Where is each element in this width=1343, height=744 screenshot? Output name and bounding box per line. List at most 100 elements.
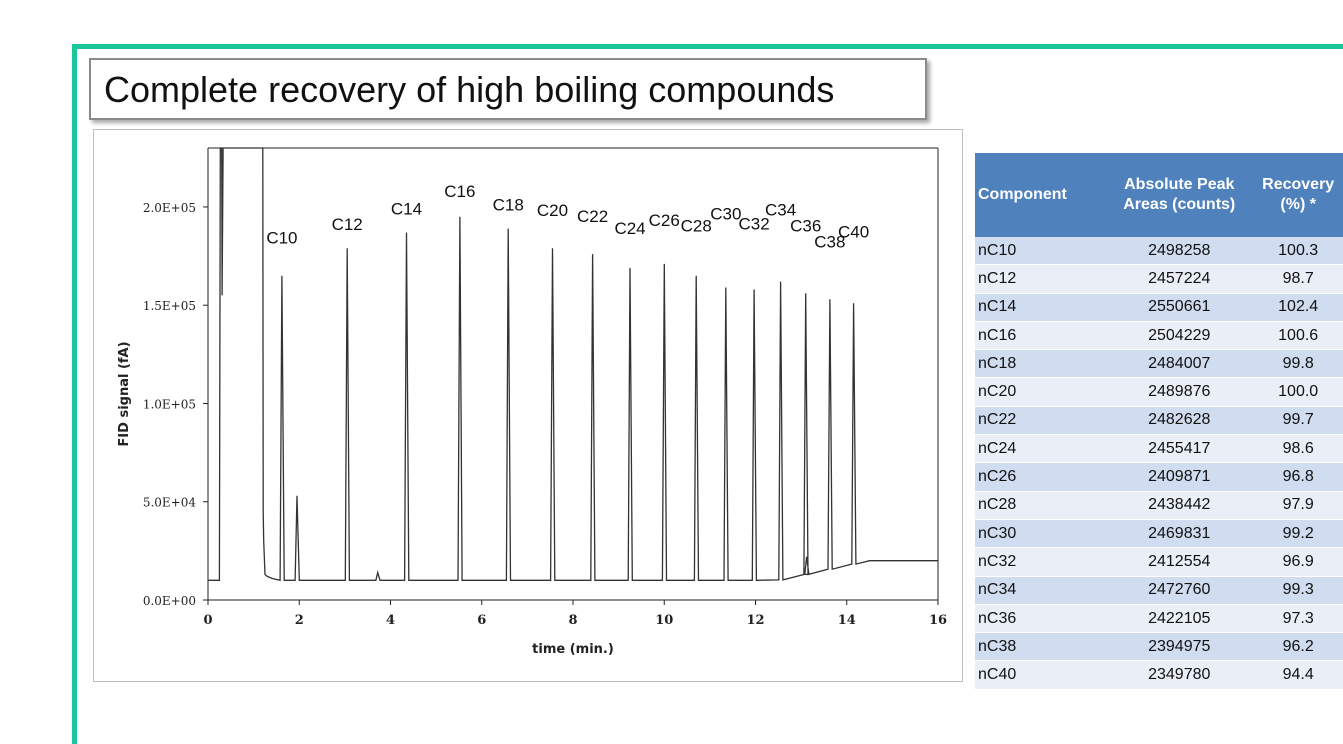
- cell-peak-area: 2412554: [1105, 547, 1254, 577]
- cell-peak-area: 2455417: [1105, 434, 1254, 464]
- x-tick-label: 12: [746, 613, 764, 628]
- table-row: nC24 2455417 98.6: [975, 434, 1343, 464]
- table-row: nC28 2438442 97.9: [975, 491, 1343, 520]
- cell-peak-area: 2482628: [1105, 406, 1254, 436]
- header-component: Component: [975, 153, 1106, 237]
- table-row: nC40 2349780 94.4: [975, 660, 1343, 690]
- cell-peak-area: 2472760: [1105, 576, 1254, 605]
- title-box: Complete recovery of high boiling compou…: [89, 58, 927, 120]
- peak-label: C24: [614, 219, 645, 238]
- peak-label: C40: [838, 222, 869, 241]
- x-axis-label: time (min.): [532, 642, 614, 657]
- recovery-table: Component Absolute Peak Areas (counts) R…: [975, 153, 1343, 690]
- y-tick-label: 1.5E+05: [143, 299, 196, 313]
- cell-peak-area: 2504229: [1105, 321, 1254, 351]
- table-row: nC10 2498258 100.3: [975, 237, 1343, 266]
- peak-label: C34: [765, 201, 796, 220]
- cell-recovery: 96.2: [1253, 632, 1343, 662]
- x-tick-label: 10: [655, 613, 673, 628]
- cell-recovery: 100.3: [1253, 237, 1343, 266]
- cell-component: nC30: [975, 519, 1106, 549]
- cell-peak-area: 2438442: [1105, 491, 1254, 520]
- chromatogram-chart: 0 2 4 6 8 10 12 14 16 0.0E+00 5.0E+04 1.0E+05 1.5E+0…: [117, 147, 947, 657]
- cell-peak-area: 2550661: [1105, 293, 1254, 322]
- cell-recovery: 98.6: [1253, 434, 1343, 464]
- cell-peak-area: 2489876: [1105, 377, 1254, 407]
- peak-label: C12: [332, 215, 363, 234]
- table-row: nC38 2394975 96.2: [975, 632, 1343, 662]
- y-axis-label: FID signal (fA): [117, 341, 132, 446]
- peak-label: C14: [391, 200, 422, 219]
- x-tick-label: 4: [386, 613, 395, 628]
- cell-component: nC18: [975, 349, 1106, 379]
- table-row: nC16 2504229 100.6: [975, 321, 1343, 351]
- chromatogram-trace: [208, 147, 938, 582]
- peak-label: C30: [710, 205, 741, 224]
- peak-label: C26: [649, 211, 680, 230]
- cell-component: nC24: [975, 434, 1106, 464]
- table-row: nC26 2409871 96.8: [975, 462, 1343, 492]
- cell-recovery: 96.9: [1253, 547, 1343, 577]
- cell-component: nC32: [975, 547, 1106, 577]
- peak-label: C18: [493, 196, 524, 215]
- peak-label: C22: [577, 207, 608, 226]
- cell-component: nC12: [975, 264, 1106, 294]
- table-body: nC10 2498258 100.3 nC12 2457224 98.7 nC14 25506…: [975, 237, 1343, 690]
- table-row: nC18 2484007 99.8: [975, 349, 1343, 379]
- table-row: nC34 2472760 99.3: [975, 576, 1343, 605]
- cell-recovery: 98.7: [1253, 264, 1343, 294]
- cell-recovery: 99.2: [1253, 519, 1343, 549]
- table-row: nC32 2412554 96.9: [975, 547, 1343, 577]
- cell-recovery: 94.4: [1253, 660, 1343, 690]
- table-header-row: Component Absolute Peak Areas (counts) R…: [975, 153, 1343, 237]
- peak-label: C36: [790, 216, 821, 235]
- cell-peak-area: 2469831: [1105, 519, 1254, 549]
- peak-label: C10: [266, 229, 297, 248]
- y-tick-label: 1.0E+05: [143, 397, 196, 411]
- table-row: nC14 2550661 102.4: [975, 293, 1343, 322]
- cell-peak-area: 2422105: [1105, 604, 1254, 634]
- table-row: nC20 2489876 100.0: [975, 377, 1343, 407]
- cell-peak-area: 2409871: [1105, 462, 1254, 492]
- cell-recovery: 99.7: [1253, 406, 1343, 436]
- x-tick-label: 14: [838, 613, 856, 628]
- cell-component: nC16: [975, 321, 1106, 351]
- x-tick-label: 2: [295, 613, 304, 628]
- slide-frame: [72, 44, 1343, 744]
- cell-recovery: 97.9: [1253, 491, 1343, 520]
- cell-recovery: 96.8: [1253, 462, 1343, 492]
- header-recovery: Recovery (%) *: [1253, 153, 1343, 237]
- x-tick-label: 8: [568, 613, 577, 628]
- cell-component: nC34: [975, 576, 1106, 605]
- cell-recovery: 100.6: [1253, 321, 1343, 351]
- header-peak-areas: Absolute Peak Areas (counts): [1105, 153, 1254, 237]
- cell-component: nC22: [975, 406, 1106, 436]
- cell-peak-area: 2394975: [1105, 632, 1254, 662]
- x-tick-label: 0: [203, 613, 212, 628]
- cell-recovery: 99.8: [1253, 349, 1343, 379]
- cell-component: nC10: [975, 237, 1106, 266]
- cell-component: nC26: [975, 462, 1106, 492]
- cell-peak-area: 2484007: [1105, 349, 1254, 379]
- x-tick-label: 16: [929, 613, 947, 628]
- peak-label: C16: [444, 182, 475, 201]
- cell-recovery: 102.4: [1253, 293, 1343, 322]
- table-row: nC12 2457224 98.7: [975, 264, 1343, 294]
- table-row: nC36 2422105 97.3: [975, 604, 1343, 634]
- cell-component: nC20: [975, 377, 1106, 407]
- cell-peak-area: 2498258: [1105, 237, 1254, 266]
- cell-recovery: 100.0: [1253, 377, 1343, 407]
- cell-component: nC14: [975, 293, 1106, 322]
- table-row: nC30 2469831 99.2: [975, 519, 1343, 549]
- cell-component: nC36: [975, 604, 1106, 634]
- cell-component: nC28: [975, 491, 1106, 520]
- x-tick-label: 6: [477, 613, 486, 628]
- slide-title: Complete recovery of high boiling compou…: [104, 69, 835, 110]
- peak-label: C38: [814, 232, 845, 251]
- cell-recovery: 99.3: [1253, 576, 1343, 605]
- chart-panel: 0 2 4 6 8 10 12 14 16 0.0E+00 5.0E+04 1.0E+05 1.5E+0…: [93, 129, 963, 682]
- peak-label: C20: [537, 201, 568, 220]
- cell-peak-area: 2349780: [1105, 660, 1254, 690]
- cell-peak-area: 2457224: [1105, 264, 1254, 294]
- peak-label: C32: [739, 214, 770, 233]
